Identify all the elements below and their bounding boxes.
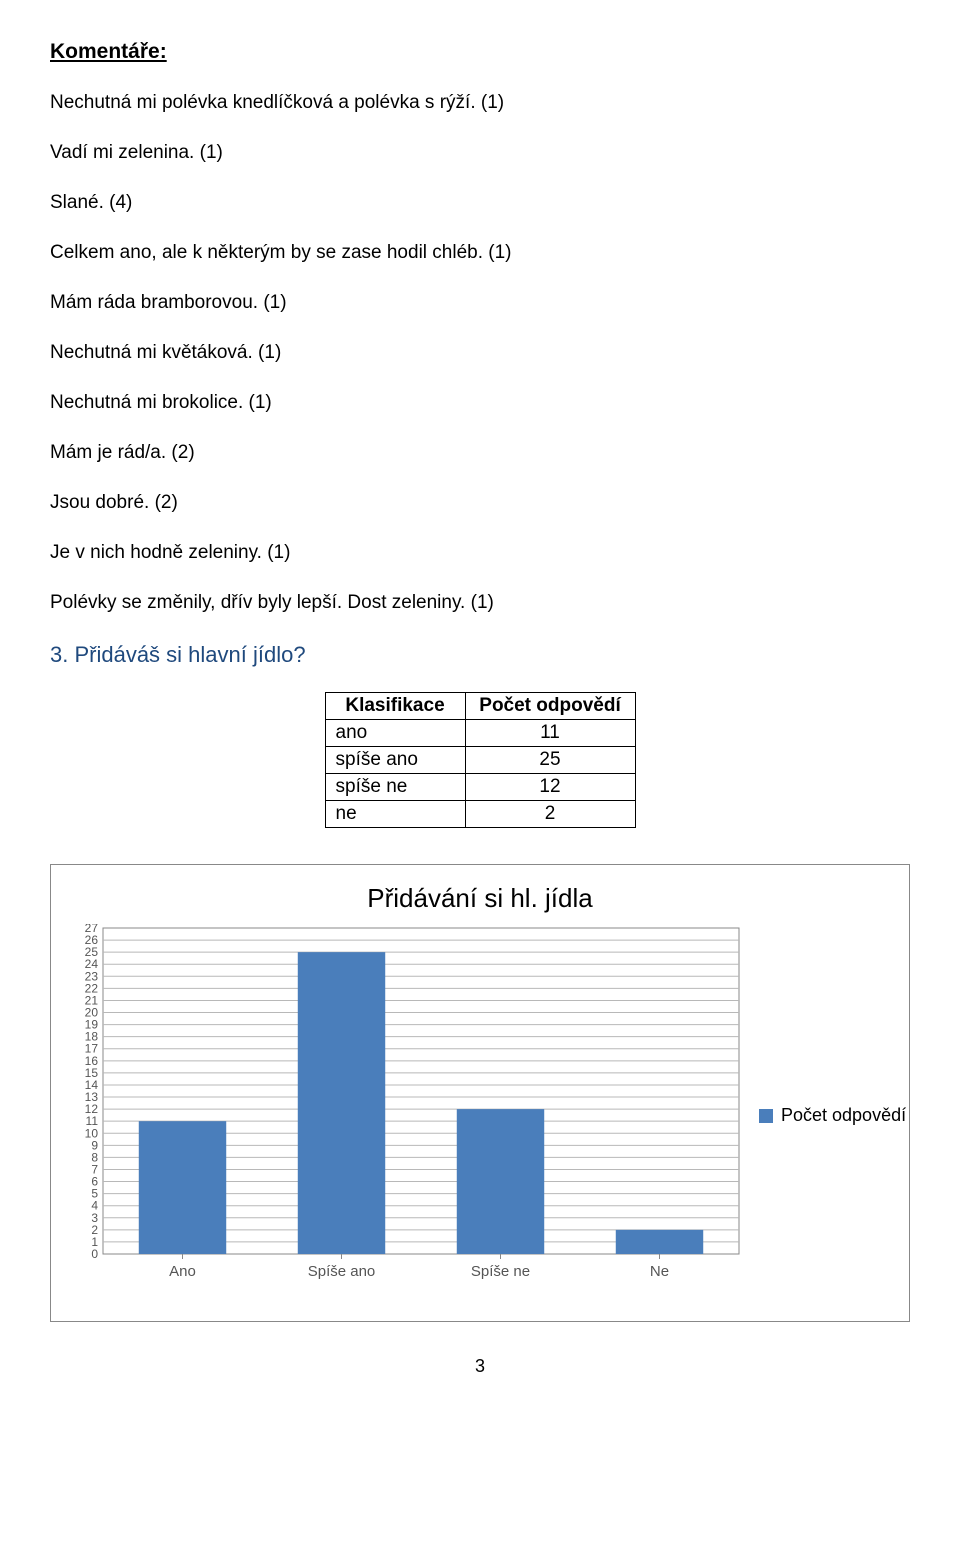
svg-text:15: 15 xyxy=(85,1066,99,1080)
svg-text:18: 18 xyxy=(85,1030,99,1044)
comment-item: Slané. (4) xyxy=(50,192,910,214)
page-number: 3 xyxy=(50,1356,910,1377)
table-cell-label: ne xyxy=(325,801,465,828)
svg-text:27: 27 xyxy=(85,924,99,935)
svg-text:13: 13 xyxy=(85,1090,99,1104)
svg-text:9: 9 xyxy=(91,1138,98,1152)
svg-text:25: 25 xyxy=(85,945,99,959)
chart-legend: Počet odpovědí xyxy=(745,1105,906,1126)
legend-swatch xyxy=(759,1109,773,1123)
data-table: Klasifikace Počet odpovědí ano11spíše an… xyxy=(325,692,636,828)
comment-item: Nechutná mi květáková. (1) xyxy=(50,342,910,364)
svg-text:10: 10 xyxy=(85,1126,99,1140)
table-cell-label: spíše ano xyxy=(325,747,465,774)
comment-item: Jsou dobré. (2) xyxy=(50,492,910,514)
chart-container: Přidávání si hl. jídla 01234567891011121… xyxy=(50,864,910,1322)
svg-text:7: 7 xyxy=(91,1162,98,1176)
svg-text:5: 5 xyxy=(91,1187,98,1201)
svg-text:8: 8 xyxy=(91,1150,98,1164)
svg-text:19: 19 xyxy=(85,1018,99,1032)
table-row: ano11 xyxy=(325,720,635,747)
comments-list: Nechutná mi polévka knedlíčková a polévk… xyxy=(50,92,910,614)
svg-text:Spíše ano: Spíše ano xyxy=(308,1263,376,1280)
data-table-wrap: Klasifikace Počet odpovědí ano11spíše an… xyxy=(50,692,910,828)
svg-text:26: 26 xyxy=(85,933,99,947)
chart-title: Přidávání si hl. jídla xyxy=(65,883,895,914)
svg-text:6: 6 xyxy=(91,1175,98,1189)
svg-text:Ne: Ne xyxy=(650,1263,669,1280)
table-cell-label: spíše ne xyxy=(325,774,465,801)
comment-item: Polévky se změnily, dřív byly lepší. Dos… xyxy=(50,592,910,614)
chart-plot: 0123456789101112131415161718192021222324… xyxy=(65,924,745,1307)
svg-text:11: 11 xyxy=(86,1114,99,1128)
svg-text:Ano: Ano xyxy=(169,1263,196,1280)
svg-text:3: 3 xyxy=(91,1211,98,1225)
svg-text:2: 2 xyxy=(91,1223,98,1237)
table-header-klasifikace: Klasifikace xyxy=(325,693,465,720)
table-header-pocet: Počet odpovědí xyxy=(465,693,635,720)
svg-text:12: 12 xyxy=(85,1102,99,1116)
svg-text:21: 21 xyxy=(85,993,99,1007)
comment-item: Nechutná mi polévka knedlíčková a polévk… xyxy=(50,92,910,114)
svg-text:16: 16 xyxy=(85,1054,99,1068)
comment-item: Celkem ano, ale k některým by se zase ho… xyxy=(50,242,910,264)
table-cell-value: 25 xyxy=(465,747,635,774)
svg-text:0: 0 xyxy=(91,1247,98,1261)
table-cell-value: 11 xyxy=(465,720,635,747)
table-cell-value: 2 xyxy=(465,801,635,828)
comment-item: Mám ráda bramborovou. (1) xyxy=(50,292,910,314)
svg-text:4: 4 xyxy=(91,1199,98,1213)
comment-item: Mám je rád/a. (2) xyxy=(50,442,910,464)
svg-text:22: 22 xyxy=(85,981,99,995)
question-text: 3. Přidáváš si hlavní jídlo? xyxy=(50,642,910,668)
svg-text:14: 14 xyxy=(85,1078,99,1092)
table-row: ne2 xyxy=(325,801,635,828)
comment-item: Nechutná mi brokolice. (1) xyxy=(50,392,910,414)
table-row: spíše ne12 xyxy=(325,774,635,801)
svg-text:23: 23 xyxy=(85,969,99,983)
table-cell-value: 12 xyxy=(465,774,635,801)
legend-label: Počet odpovědí xyxy=(781,1105,906,1126)
table-cell-label: ano xyxy=(325,720,465,747)
svg-text:1: 1 xyxy=(91,1235,98,1249)
comment-item: Je v nich hodně zeleniny. (1) xyxy=(50,542,910,564)
svg-text:Spíše ne: Spíše ne xyxy=(471,1263,530,1280)
svg-text:20: 20 xyxy=(85,1006,99,1020)
svg-text:17: 17 xyxy=(85,1042,99,1056)
svg-text:24: 24 xyxy=(85,957,99,971)
comments-heading: Komentáře: xyxy=(50,40,910,64)
comment-item: Vadí mi zelenina. (1) xyxy=(50,142,910,164)
table-row: spíše ano25 xyxy=(325,747,635,774)
